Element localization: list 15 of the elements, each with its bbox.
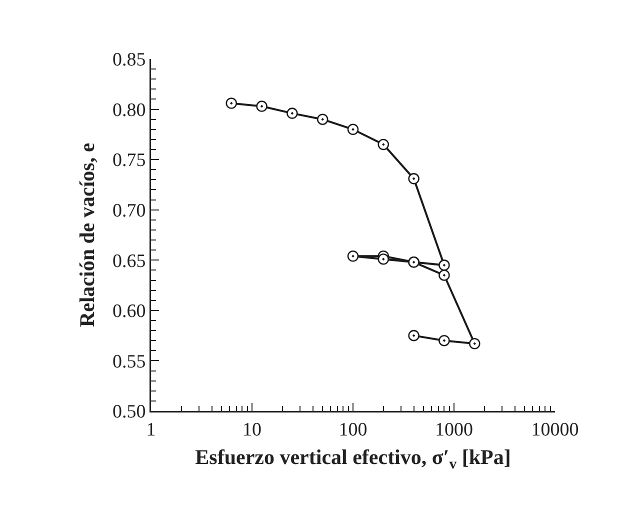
- y-tick-label: 0.75: [112, 150, 146, 172]
- x-tick-label: 1000: [435, 419, 473, 440]
- y-tick-label: 0.80: [112, 100, 146, 121]
- x-tick-label: 10: [242, 419, 262, 440]
- x-tick-label: 1: [146, 419, 156, 440]
- y-tick-label: 0.50: [112, 402, 146, 423]
- y-axis-title: Relación de vacíos, e: [74, 142, 99, 328]
- y-tick-label: 0.55: [112, 351, 146, 372]
- y-tick-label: 0.60: [112, 301, 146, 322]
- y-tick-label: 0.70: [112, 200, 146, 222]
- y-tick-label: 0.85: [112, 50, 146, 71]
- y-tick-label: 0.65: [112, 250, 146, 272]
- x-tick-label: 100: [338, 419, 368, 440]
- x-tick-label: 10000: [531, 419, 579, 440]
- x-axis-title: Esfuerzo vertical efectivo, σ′$_{v}$ [kPa]: [195, 445, 511, 473]
